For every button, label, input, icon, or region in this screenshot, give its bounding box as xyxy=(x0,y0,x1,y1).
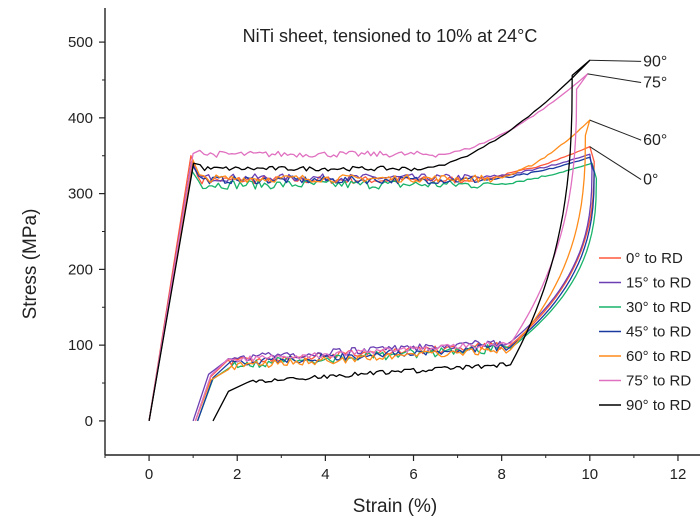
series-line xyxy=(148,153,593,422)
y-axis-label: Stress (MPa) xyxy=(20,209,41,320)
x-axis-label: Strain (%) xyxy=(353,496,437,517)
legend: 0° to RD 15° to RD 30° to RD 45° to RD 60° t… xyxy=(599,250,691,414)
annotation-leader xyxy=(587,73,642,84)
annotation-label: 0° xyxy=(643,172,658,189)
series-line xyxy=(148,162,598,422)
annotation-leader xyxy=(589,59,642,62)
annotations: 90° 75° 60° 0° xyxy=(587,53,667,189)
legend-label: 75° to RD xyxy=(626,373,691,390)
annotation-label: 75° xyxy=(643,75,667,92)
legend-label: 60° to RD xyxy=(626,348,691,365)
legend-label: 90° to RD xyxy=(626,397,691,414)
curves xyxy=(148,59,598,422)
y-tick-label: 500 xyxy=(68,34,93,51)
y-tick-label: 200 xyxy=(68,261,93,278)
annotation-leader xyxy=(589,119,642,141)
legend-label: 30° to RD xyxy=(626,299,691,316)
annotation-label: 90° xyxy=(643,53,667,70)
x-tick-label: 8 xyxy=(497,466,505,483)
series-line xyxy=(148,73,589,422)
x-tick-label: 2 xyxy=(233,466,241,483)
annotation-leader xyxy=(589,146,642,180)
chart-title: NiTi sheet, tensioned to 10% at 24°C xyxy=(243,26,538,46)
y-tick-label: 0 xyxy=(85,413,93,430)
x-tick-label: 0 xyxy=(145,466,153,483)
series-line xyxy=(148,59,591,422)
y-tick-label: 300 xyxy=(68,186,93,203)
x-tick-label: 4 xyxy=(321,466,329,483)
annotation-label: 60° xyxy=(643,132,667,149)
axes: 0 2 4 6 8 10 12 0 100 200 300 400 500 xyxy=(68,8,700,483)
legend-label: 45° to RD xyxy=(626,324,691,341)
y-tick-label: 100 xyxy=(68,337,93,354)
series-line xyxy=(148,156,595,422)
y-tick-label: 400 xyxy=(68,110,93,127)
legend-label: 0° to RD xyxy=(626,250,683,267)
legend-label: 15° to RD xyxy=(626,275,691,292)
x-tick-label: 10 xyxy=(581,466,598,483)
x-tick-label: 6 xyxy=(409,466,417,483)
x-tick-label: 12 xyxy=(670,466,687,483)
